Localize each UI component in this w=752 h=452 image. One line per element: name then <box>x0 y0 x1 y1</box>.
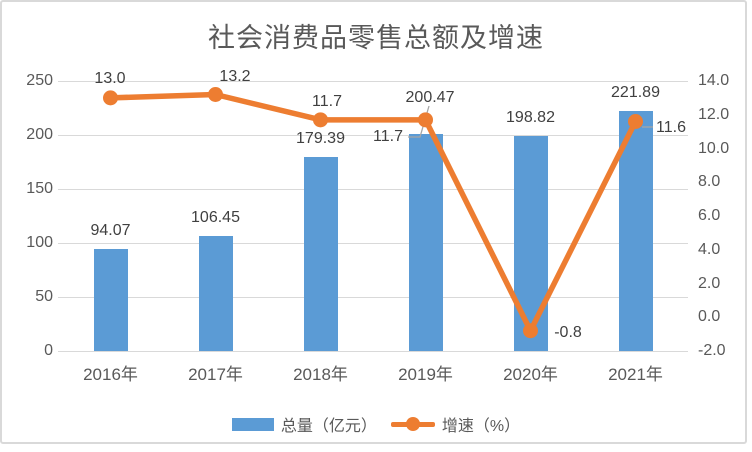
bar <box>93 249 128 351</box>
chart-title: 社会消费品零售总额及增速 <box>208 23 544 53</box>
legend-item-line-series: 增速（%） <box>390 412 521 436</box>
bar-value-label: 179.39 <box>296 129 345 147</box>
bar-value-label: 198.82 <box>506 108 555 126</box>
y-axis-right-tick-label: 0.0 <box>698 308 721 326</box>
gridline <box>58 350 688 352</box>
bar <box>303 157 338 351</box>
y-axis-right-tick-label: 12.0 <box>698 105 730 123</box>
x-axis-category-label: 2016年 <box>83 365 138 384</box>
y-axis-left-tick-label: 150 <box>26 180 53 197</box>
y-axis-left-tick-label: 0 <box>44 342 53 359</box>
y-axis-right-tick-label: 2.0 <box>698 274 721 292</box>
y-axis-right-tick-label: 10.0 <box>698 139 730 157</box>
y-axis-left-tick-label: 250 <box>26 72 53 89</box>
gridline <box>58 242 688 244</box>
line-value-label: 11.7 <box>373 127 403 145</box>
gridline <box>58 188 688 190</box>
legend-label-line-series: 增速（%） <box>441 418 521 435</box>
gridline <box>58 80 688 82</box>
line-value-label: 13.2 <box>219 67 251 85</box>
y-axis-right-tick-label: -2.0 <box>698 342 726 359</box>
bar-value-label: 94.07 <box>90 221 131 239</box>
bar <box>408 134 443 351</box>
y-axis-right-tick-label: 4.0 <box>698 240 721 258</box>
x-axis-category-label: 2020年 <box>503 365 558 384</box>
bar <box>618 111 653 351</box>
line-value-label: -0.8 <box>554 323 582 341</box>
line-series-swatch-icon <box>390 416 435 432</box>
line-value-label: 11.6 <box>656 118 686 136</box>
y-axis-right-tick-label: 14.0 <box>698 72 730 89</box>
x-axis-category-label: 2018年 <box>293 365 348 384</box>
bar <box>513 136 548 351</box>
y-axis-left-tick-label: 200 <box>26 126 53 143</box>
y-axis-right-tick-label: 8.0 <box>698 173 721 191</box>
y-axis-left-tick-label: 100 <box>26 234 53 251</box>
legend-label-bar-series: 总量（亿元） <box>280 418 377 435</box>
x-axis-category-label: 2021年 <box>608 365 663 384</box>
x-axis-category-label: 2017年 <box>188 365 243 384</box>
bar-value-label: 221.89 <box>611 83 660 101</box>
bar <box>198 236 233 351</box>
y-axis-left-tick-label: 50 <box>35 288 53 305</box>
bar-value-label: 106.45 <box>191 208 240 226</box>
legend: 总量（亿元） 增速（%） <box>0 411 752 437</box>
x-axis-category-label: 2019年 <box>398 365 453 384</box>
bar-series-swatch-icon <box>231 417 274 431</box>
line-value-label: 13.0 <box>94 69 126 87</box>
legend-item-bar-series: 总量（亿元） <box>231 412 377 436</box>
gridline <box>58 296 688 298</box>
bar-value-label: 200.47 <box>405 88 455 106</box>
line-value-label: 11.7 <box>312 92 342 110</box>
y-axis-right-tick-label: 6.0 <box>698 207 721 224</box>
